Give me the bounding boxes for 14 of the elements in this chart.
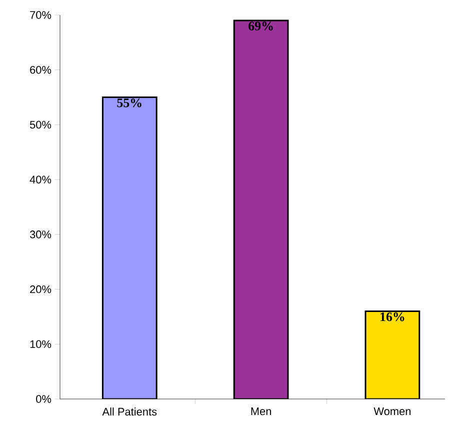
- x-tick-label: Women: [374, 408, 411, 416]
- x-tick-label: Men: [251, 408, 271, 416]
- y-tick-label: 20%: [30, 285, 52, 294]
- y-tick-label: 10%: [30, 340, 52, 348]
- y-tick-label: 70%: [30, 11, 52, 19]
- y-tick-label: 50%: [30, 120, 52, 129]
- y-tick-label: 0%: [36, 395, 52, 403]
- y-tick-label: 60%: [30, 66, 52, 74]
- data-label: 69%: [248, 22, 273, 30]
- y-tick-label: 30%: [30, 230, 52, 238]
- y-tick-label: 40%: [30, 176, 52, 184]
- data-label: 16%: [380, 312, 404, 322]
- x-tick-label: All Patients: [102, 408, 157, 416]
- data-label: 55%: [117, 98, 142, 108]
